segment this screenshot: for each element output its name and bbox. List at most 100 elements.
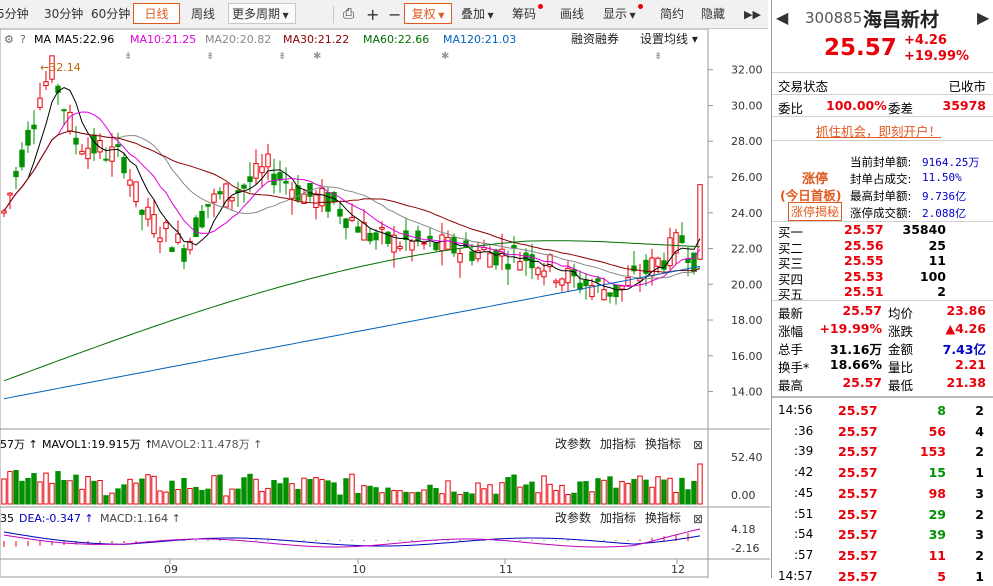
close-volume-icon: ⊠ (693, 438, 703, 452)
candle-body (145, 206, 151, 220)
candle-body (193, 217, 199, 238)
trade-status-value: 已收市 (948, 79, 986, 94)
candle-body (607, 292, 613, 297)
volume-bar (277, 483, 283, 505)
volume-bar (481, 488, 487, 505)
volume-bar (661, 479, 667, 505)
volume-bar (259, 490, 265, 505)
tick-price: 25.57 (838, 527, 878, 543)
tick-time: :39 (794, 444, 814, 459)
price-axis-label: 18.00 (731, 314, 763, 327)
divider (772, 116, 993, 117)
simple-button[interactable]: 简约 (660, 7, 685, 21)
candle-body (475, 250, 481, 260)
prev-stock-icon[interactable]: ◀ (776, 8, 789, 27)
kline-chart[interactable]: MA MA5:22.96 MA10:21.25 MA20:20.82 MA30:21.2… (0, 28, 770, 578)
period-60min[interactable]: 60分钟 (91, 7, 131, 21)
candle-body (559, 278, 565, 286)
tick-price: 25.57 (838, 506, 878, 522)
candle-body (535, 267, 541, 276)
quote-row: 涨幅 +19.99% 涨跌 ▲4.26 (772, 321, 993, 339)
limit-info-value: 9164.25万 (922, 156, 980, 169)
tick-row: :42 25.57 15 1 (772, 465, 993, 482)
limit-up-reveal-button[interactable]: 涨停揭秘 (788, 202, 843, 221)
tick-row: :45 25.57 98 3 (772, 486, 993, 503)
draw-line-button[interactable]: 画线 (560, 7, 585, 21)
candle-body (451, 236, 457, 254)
volume-bar (685, 489, 691, 505)
ma-legend-item: MA10:21.25 (130, 33, 196, 46)
adjust-dropdown[interactable]: 复权 ▼ (404, 3, 452, 24)
volume-bar (307, 478, 313, 505)
volume-bar (55, 471, 61, 505)
volume-bar (91, 480, 97, 505)
chips-button[interactable]: 筹码 (509, 4, 546, 25)
period-30min[interactable]: 30分钟 (44, 7, 84, 21)
tick-time: :36 (794, 423, 814, 438)
next-stock-icon[interactable]: ▶ (977, 8, 990, 27)
quote-label: 最低 (888, 378, 914, 393)
volume-bar (511, 474, 517, 505)
bid-price: 25.55 (844, 253, 884, 268)
quote-value: ▲4.26 (945, 321, 986, 336)
volume-bar (31, 473, 37, 505)
candle-body (493, 249, 499, 266)
lock-icon[interactable]: ⎙ (343, 6, 355, 22)
candle-body (613, 284, 619, 298)
open-account-link[interactable]: 抓住机会，即刻开户！ (816, 124, 942, 139)
candle-body (361, 222, 367, 241)
quote-panel: ◀ ▶ 300885 海昌新材 25.57 +4.26 +19.99% 交易状态… (771, 0, 993, 584)
candle-body (271, 173, 277, 186)
candle-body (91, 134, 97, 154)
candle-body (349, 217, 355, 221)
volume-legend: 57万 ↑ (0, 438, 38, 451)
candle-body (19, 149, 25, 168)
period-daily[interactable]: 日线 (133, 3, 180, 24)
expand-icon[interactable]: ▶▶ (744, 8, 761, 21)
volume-bar (181, 477, 187, 505)
macd-axis-label: 4.18 (731, 523, 756, 536)
zoom-out-icon[interactable]: − (388, 5, 402, 24)
bid-label: 买三 (778, 256, 804, 271)
candle-body (319, 188, 325, 207)
price-axis-label: 22.00 (731, 243, 763, 256)
more-periods-label: 更多周期 (232, 7, 281, 21)
overlay-dropdown[interactable]: 叠加 ▼ (458, 4, 497, 25)
quote-label: 换手* (778, 360, 810, 375)
candle-body (355, 226, 361, 233)
volume-bar (457, 493, 463, 505)
divider (772, 72, 993, 73)
quote-value: 21.38 (946, 375, 986, 390)
tick-volume: 15 (928, 465, 946, 481)
period-5min[interactable]: 5分钟 (0, 7, 29, 21)
quote-label: 最新 (778, 306, 804, 321)
help-icon: ? (20, 33, 26, 46)
hide-button[interactable]: 隐藏 (701, 7, 726, 21)
trade-status-label: 交易状态 (778, 79, 829, 94)
volume-bar (679, 477, 685, 505)
tick-count: 1 (975, 465, 984, 481)
display-dropdown[interactable]: 显示 ▼ (600, 4, 646, 25)
high-price-marker: ←32.14 (40, 61, 81, 74)
volume-bar (397, 490, 403, 505)
volume-bar (625, 482, 631, 505)
tick-time: :57 (794, 547, 814, 562)
candle-body (217, 191, 223, 195)
current-price: 25.57 (824, 35, 897, 61)
quote-value: 18.66% (829, 357, 882, 372)
ma-settings-dropdown: 设置均线 ▾ (640, 32, 698, 46)
more-periods-dropdown[interactable]: 更多周期 ▼ (228, 3, 296, 24)
quote-label: 涨幅 (778, 324, 804, 339)
volume-bar (313, 477, 319, 505)
period-weekly[interactable]: 周线 (191, 7, 216, 21)
stock-code: 300885 (805, 9, 863, 27)
event-marker-icon: ✱ (313, 51, 321, 62)
ma-legend-item: MA (34, 33, 51, 46)
tick-price: 25.57 (838, 485, 878, 501)
tick-price: 25.57 (838, 423, 878, 439)
kline-chart-area[interactable]: MA MA5:22.96 MA10:21.25 MA20:20.82 MA30:21.2… (0, 28, 770, 578)
candle-body (85, 147, 91, 160)
volume-bar (517, 486, 523, 505)
volume-bar (463, 491, 469, 505)
zoom-in-icon[interactable]: + (366, 5, 380, 24)
